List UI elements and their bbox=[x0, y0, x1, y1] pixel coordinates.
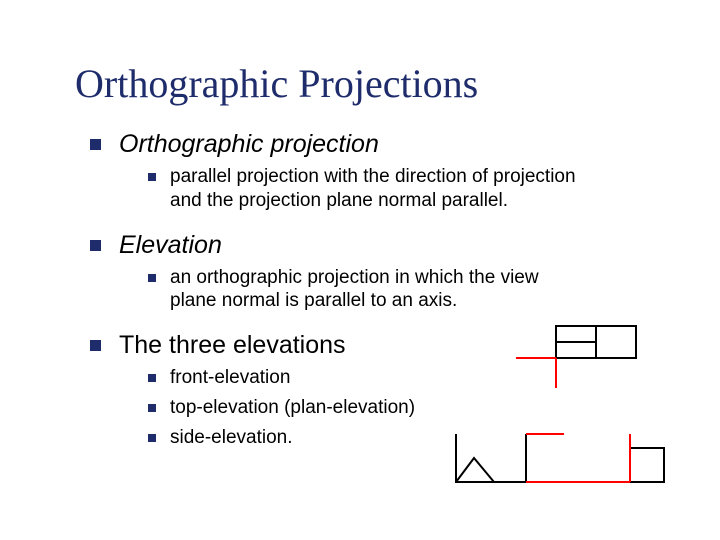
elevation-diagram-top bbox=[514, 324, 654, 388]
section-item-text: side-elevation. bbox=[170, 426, 293, 450]
elevation-diagram-bottom bbox=[454, 430, 674, 488]
section-item-text: top-elevation (plan-elevation) bbox=[170, 396, 415, 420]
page-title: Orthographic Projections bbox=[75, 60, 478, 107]
section-item: an orthographic projection in which the … bbox=[148, 266, 590, 314]
section-item-text: parallel projection with the direction o… bbox=[170, 165, 590, 213]
square-bullet-icon bbox=[90, 340, 101, 351]
square-bullet-icon bbox=[148, 404, 156, 412]
square-bullet-icon bbox=[148, 173, 156, 181]
content-area: Orthographic projection parallel project… bbox=[90, 120, 590, 449]
square-bullet-icon bbox=[148, 274, 156, 282]
square-bullet-icon bbox=[90, 139, 101, 150]
square-bullet-icon bbox=[90, 240, 101, 251]
section-heading: Orthographic projection bbox=[90, 130, 590, 159]
square-bullet-icon bbox=[148, 374, 156, 382]
section-heading-text: Orthographic projection bbox=[119, 130, 379, 159]
section-item: top-elevation (plan-elevation) bbox=[148, 396, 590, 420]
section-heading: Elevation bbox=[90, 231, 590, 260]
section-item-text: front-elevation bbox=[170, 366, 290, 390]
section-heading-text: Elevation bbox=[119, 231, 222, 260]
section-item-text: an orthographic projection in which the … bbox=[170, 266, 590, 314]
section-heading-text: The three elevations bbox=[119, 331, 346, 360]
square-bullet-icon bbox=[148, 434, 156, 442]
section-item: parallel projection with the direction o… bbox=[148, 165, 590, 213]
